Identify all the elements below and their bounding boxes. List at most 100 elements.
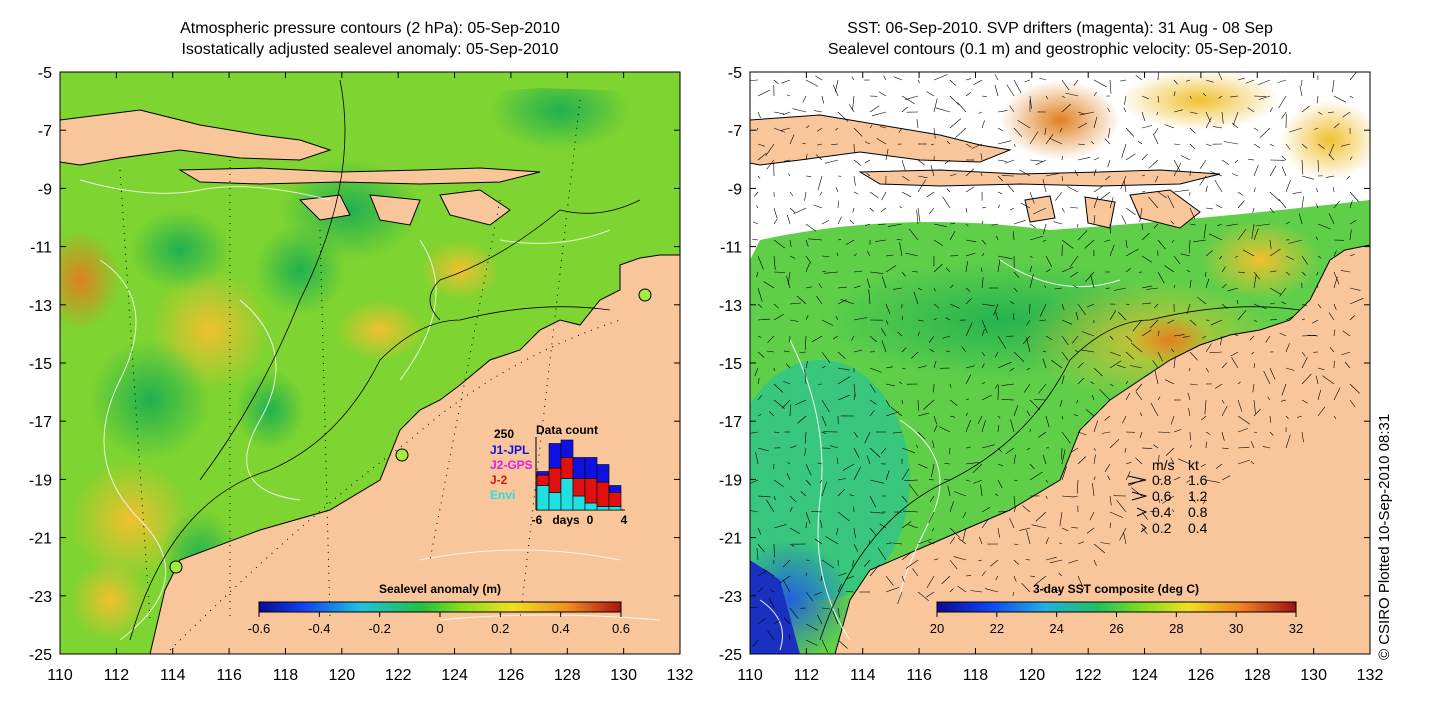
velocity-arrow <box>781 79 791 84</box>
lon-tick-label: 118 <box>273 667 299 684</box>
velocity-arrow <box>1089 511 1095 521</box>
velocity-arrow <box>853 349 863 353</box>
velocity-arrow <box>817 127 823 132</box>
velocity-arrow <box>1141 223 1143 230</box>
velocity-arrow <box>805 255 812 264</box>
velocity-arrow <box>853 466 861 481</box>
velocity-arrow <box>757 89 771 97</box>
velocity-arrow <box>1301 318 1305 321</box>
right-title-line2: Sealevel contours (0.1 m) and geostrophi… <box>827 41 1293 58</box>
velocity-arrow <box>1109 522 1112 529</box>
velocity-arrow <box>1068 559 1079 564</box>
velocity-arrow <box>804 431 807 444</box>
velocity-arrow <box>1170 220 1175 225</box>
velocity-arrow <box>851 335 855 341</box>
velocity-arrow <box>1125 381 1129 385</box>
velocity-arrow <box>1125 239 1128 249</box>
velocity-arrow <box>797 415 807 424</box>
velocity-arrow <box>965 92 972 97</box>
velocity-arrow <box>1033 399 1047 401</box>
velocity-arrow <box>1230 351 1239 357</box>
velocity-arrow <box>1269 143 1275 147</box>
velocity-arrow <box>864 159 871 164</box>
lon-tick-label: 132 <box>1357 667 1384 684</box>
lat-tick-label: -9 <box>728 181 742 198</box>
velocity-arrow <box>1077 230 1088 241</box>
velocity-arrow <box>965 143 972 148</box>
velocity-arrow <box>1051 359 1063 369</box>
velocity-arrow <box>1344 361 1351 369</box>
velocity-arrow <box>997 415 1001 419</box>
velocity-arrow <box>1053 221 1063 225</box>
velocity-arrow <box>1135 75 1143 81</box>
velocity-arrow <box>1269 248 1281 257</box>
left-map-title: Atmospheric pressure contours (2 hPa): 0… <box>60 18 680 60</box>
velocity-arrow <box>1012 313 1015 321</box>
velocity-arrow <box>1173 79 1178 85</box>
velocity-arrow <box>1269 239 1272 250</box>
velocity-arrow <box>1269 191 1280 202</box>
velocity-arrow <box>1182 335 1191 338</box>
velocity-arrow <box>784 159 791 162</box>
velocity-arrow <box>853 285 861 289</box>
velocity-arrow <box>789 191 794 197</box>
velocity-arrow <box>1093 196 1099 209</box>
velocity-arrow <box>1171 239 1175 243</box>
velocity-arrow <box>1157 330 1160 337</box>
velocity-arrow <box>1122 415 1127 424</box>
velocity-arrow <box>938 426 951 433</box>
velocity-arrow <box>1285 316 1294 321</box>
velocity-arrow <box>1042 454 1047 465</box>
velocity-arrow <box>971 143 983 149</box>
velocity-arrow <box>1258 95 1271 100</box>
velocity-arrow <box>1101 431 1111 434</box>
velocity-arrow <box>901 347 907 353</box>
velocity-arrow <box>997 361 1012 369</box>
velocity-arrow <box>1281 383 1287 396</box>
velocity-arrow <box>878 91 887 97</box>
velocity-arrow <box>1029 223 1036 229</box>
velocity-arrow <box>765 143 775 157</box>
velocity-arrow <box>1031 524 1047 529</box>
velocity-arrow <box>1269 431 1274 436</box>
lat-tick-label: -13 <box>29 298 52 315</box>
lat-tick-label: -21 <box>719 531 742 548</box>
velocity-arrow <box>1077 541 1085 545</box>
velocity-arrow <box>1093 454 1096 465</box>
velocity-arrow <box>821 559 835 569</box>
velocity-arrow <box>1301 373 1312 385</box>
velocity-arrow <box>1301 356 1308 369</box>
velocity-legend-kt: 0.4 <box>1188 520 1208 536</box>
velocity-arrow <box>766 159 775 170</box>
velocity-arrow <box>787 214 791 225</box>
velocity-arrow <box>1157 271 1165 284</box>
lat-tick-label: -7 <box>728 123 742 140</box>
velocity-arrow <box>1139 431 1143 438</box>
velocity-arrow <box>1157 239 1166 250</box>
lat-tick-label: -25 <box>29 647 52 664</box>
velocity-arrow <box>949 415 956 418</box>
data-count-bar-segment <box>608 492 622 507</box>
velocity-arrow <box>869 383 876 393</box>
velocity-arrow <box>1342 330 1351 337</box>
velocity-arrow <box>1180 253 1191 257</box>
velocity-arrow <box>935 107 951 113</box>
colorbar-tick-label: 0 <box>436 621 443 636</box>
velocity-arrow <box>917 287 922 291</box>
velocity-arrow <box>1237 228 1247 241</box>
velocity-arrow <box>1104 415 1111 421</box>
lat-tick-label: -25 <box>719 647 742 664</box>
data-count-bar-segment <box>596 506 610 511</box>
velocity-arrow <box>905 252 919 257</box>
velocity-arrow <box>1045 479 1048 483</box>
velocity-arrow <box>1029 95 1032 109</box>
velocity-arrow <box>1125 335 1133 342</box>
velocity-arrow <box>1059 127 1063 133</box>
velocity-arrow <box>1132 319 1143 332</box>
velocity-arrow <box>1341 351 1351 356</box>
velocity-arrow <box>1059 542 1063 545</box>
velocity-arrow <box>1141 174 1145 177</box>
velocity-arrow <box>1301 303 1308 307</box>
velocity-arrow <box>1038 383 1047 394</box>
